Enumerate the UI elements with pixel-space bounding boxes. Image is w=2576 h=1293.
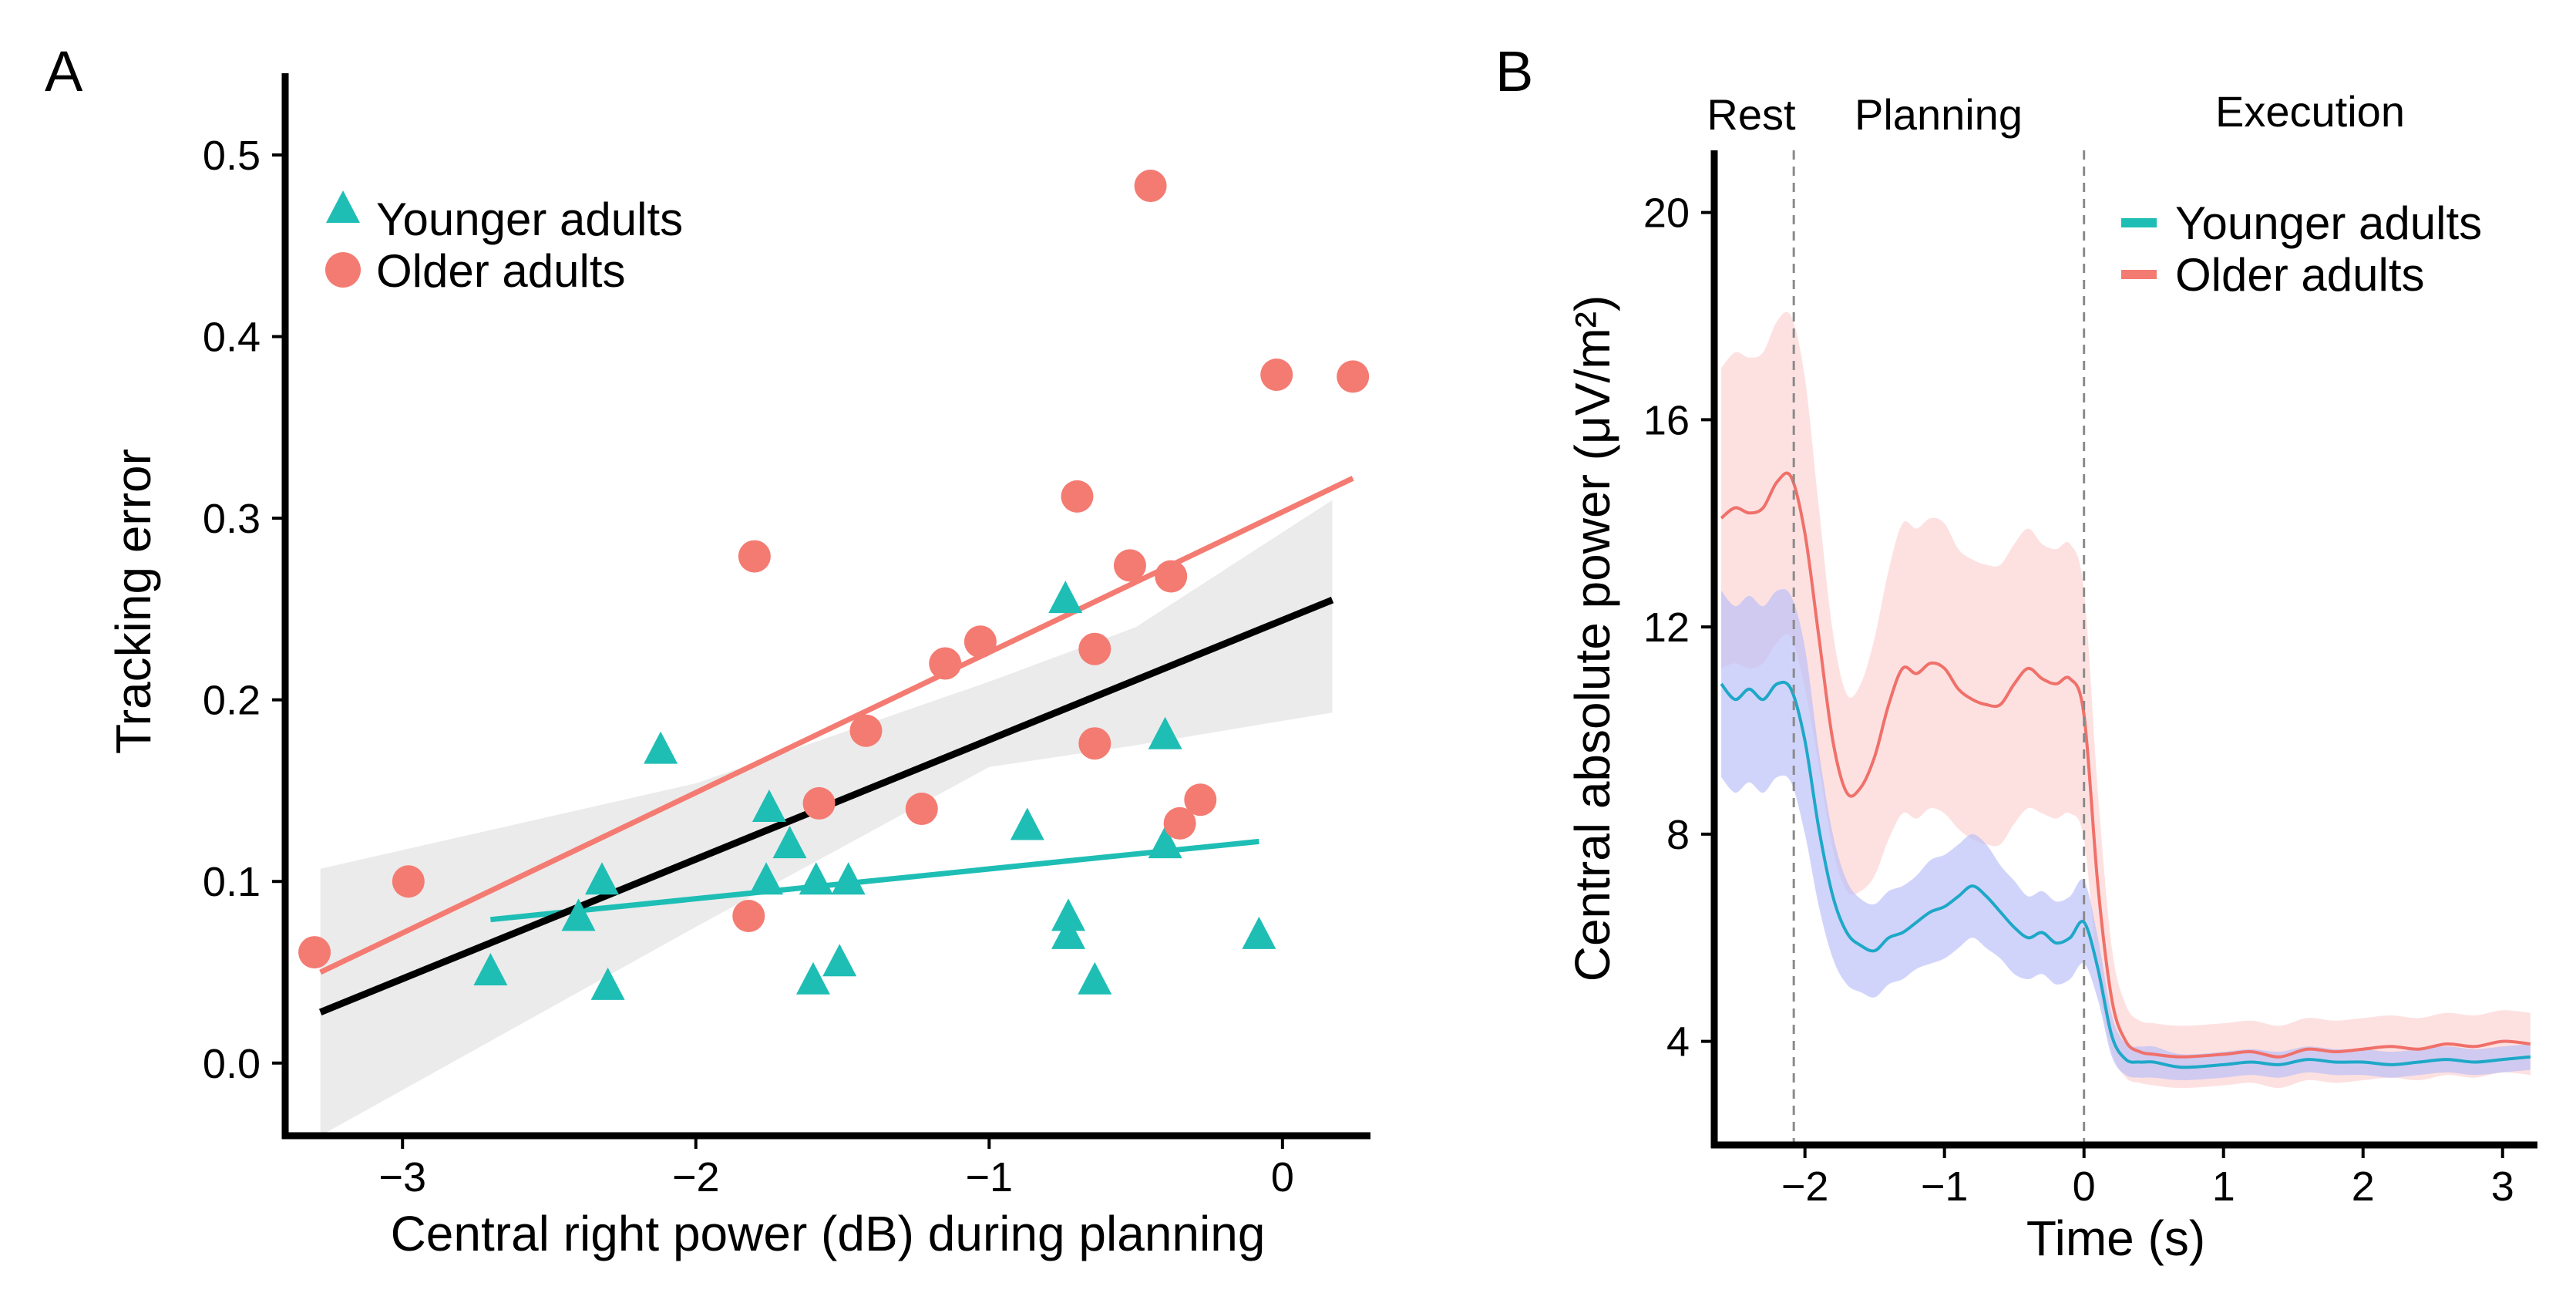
panel-b-legend-younger: Younger adults (2175, 197, 2482, 249)
legend-triangle-marker (326, 190, 360, 223)
older-adult-point (1260, 359, 1293, 392)
younger-adult-point (1148, 716, 1182, 749)
younger-adult-point (473, 953, 508, 985)
x-tick-label: 0 (2073, 1163, 2096, 1210)
younger-adult-point (749, 862, 784, 895)
older-adult-point (1163, 806, 1196, 840)
younger-adult-point (1078, 961, 1112, 995)
panel-a-legend-older: Older adults (376, 245, 626, 297)
panel-a-legend-younger: Younger adults (376, 194, 683, 245)
y-tick-label: 16 (1643, 397, 1690, 443)
older-series-line (1720, 471, 2531, 1059)
phase-label-rest: Rest (1707, 90, 1796, 139)
x-tick-label: 2 (2352, 1163, 2375, 1210)
x-tick-label: −1 (1921, 1163, 1969, 1210)
older-error-band (1721, 311, 2531, 1089)
younger-adult-point (590, 967, 625, 1000)
older-fit-line (319, 476, 1354, 975)
x-tick-label: −2 (1781, 1163, 1829, 1210)
older-adult-point (392, 865, 425, 898)
younger-adult-point (831, 862, 866, 895)
older-adult-point (905, 793, 938, 825)
combined-fit-confidence-band (320, 500, 1333, 1136)
x-tick-label: −3 (378, 1154, 426, 1200)
x-tick-label: −1 (966, 1154, 1014, 1200)
older-adult-point (1155, 560, 1188, 593)
younger-series-line (1720, 680, 2531, 1069)
younger-adult-point (644, 731, 678, 764)
x-tick-label: 0 (1271, 1154, 1294, 1200)
younger-adult-point (1051, 898, 1086, 931)
y-tick-label: 0.5 (203, 133, 261, 179)
younger-adult-point (1242, 916, 1276, 949)
older-adult-point (1078, 727, 1111, 760)
y-tick-label: 4 (1666, 1019, 1690, 1066)
older-adult-point (1184, 783, 1217, 817)
younger-adult-point (772, 826, 807, 859)
panel-b-legend: Younger adults Older adults (2121, 197, 2482, 301)
older-adult-point (1134, 170, 1167, 203)
legend-circle-marker (325, 252, 361, 288)
older-adult-point (929, 647, 962, 680)
panel-a-letter: A (45, 39, 83, 103)
younger-adult-point (752, 790, 786, 822)
older-adult-point (732, 899, 765, 932)
y-tick-label: 0.4 (203, 315, 261, 361)
panel-a-legend: Younger adults Older adults (325, 190, 683, 297)
younger-fit-line (490, 838, 1259, 923)
panel-b-legend-older: Older adults (2175, 249, 2425, 301)
younger-adult-point (1010, 807, 1044, 840)
older-adult-point (849, 714, 883, 747)
panel-a-y-ticks: 0.0 0.1 0.2 0.3 0.4 0.5 (203, 133, 282, 1087)
x-tick-label: 1 (2212, 1163, 2235, 1210)
y-tick-label: 0.1 (203, 859, 261, 905)
younger-adult-point (1051, 916, 1086, 949)
y-tick-label: 20 (1643, 190, 1690, 237)
y-tick-label: 8 (1666, 812, 1690, 858)
younger-adult-point (1048, 581, 1083, 614)
phase-label-execution: Execution (2215, 87, 2405, 136)
younger-adult-point (1148, 826, 1182, 859)
younger-adult-point (584, 862, 619, 895)
older-adult-point (802, 786, 836, 820)
panel-b-y-axis-label: Central absolute power (μV/m²) (1565, 295, 1620, 982)
younger-adult-point (799, 862, 833, 895)
panel-a: A −3 −2 −1 0 0.0 0.1 0.2 0.3 0.4 0.5 Central rig… (45, 39, 1370, 1261)
panel-a-x-axis-label: Central right power (dB) during planning (391, 1206, 1266, 1261)
older-adult-point (1113, 549, 1146, 582)
panel-b-letter: B (1495, 39, 1533, 103)
x-tick-label: −2 (672, 1154, 720, 1200)
panel-b-y-ticks: 4 8 12 16 20 (1643, 190, 1711, 1066)
panel-b-series-lines (1720, 471, 2531, 1069)
panel-a-confidence-band (320, 500, 1333, 1136)
younger-error-band (1721, 588, 2531, 1080)
panel-a-data-points (298, 170, 1370, 1000)
y-tick-label: 0.0 (203, 1041, 261, 1087)
younger-adult-point (822, 944, 857, 977)
panel-b-error-bands (1721, 311, 2531, 1089)
y-tick-label: 0.2 (203, 678, 261, 724)
panel-b-phase-markers (1792, 150, 2086, 1145)
younger-adult-point (561, 898, 596, 931)
younger-adult-point (795, 961, 830, 995)
older-adult-point (1061, 480, 1094, 513)
y-tick-label: 12 (1643, 604, 1690, 651)
older-adult-point (1078, 632, 1111, 665)
older-adult-point (738, 540, 771, 573)
older-adult-point (1337, 360, 1370, 393)
panel-b-x-axis-label: Time (s) (2026, 1211, 2205, 1266)
panel-b-x-ticks: −2 −1 0 1 2 3 (1781, 1148, 2514, 1210)
phase-label-planning: Planning (1855, 90, 2023, 139)
x-tick-label: 3 (2491, 1163, 2514, 1210)
panel-a-x-ticks: −3 −2 −1 0 (378, 1139, 1294, 1200)
panel-a-y-axis-label: Tracking error (106, 449, 161, 754)
older-adult-point (298, 936, 331, 969)
older-adult-point (963, 625, 997, 658)
y-tick-label: 0.3 (203, 496, 261, 542)
